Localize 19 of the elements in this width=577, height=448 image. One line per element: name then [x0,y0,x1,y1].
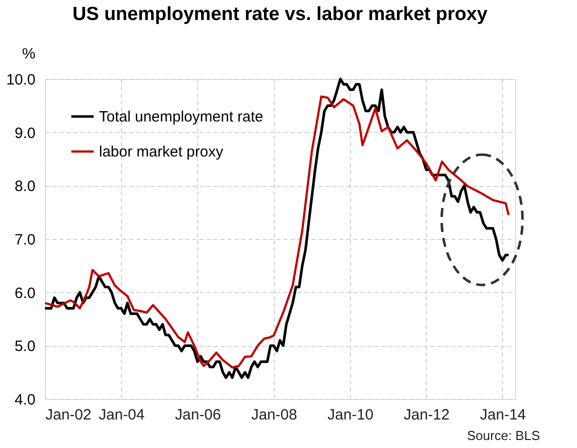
x-tick-label: Jan-12 [404,406,450,424]
x-tick-label: Jan-02 [46,406,92,424]
y-tick-label: 6.0 [14,284,36,302]
x-tick-label: Jan-10 [328,406,374,424]
legend-label: labor market proxy [99,144,224,160]
y-axis-title: % [22,46,36,62]
source-note: Source: BLS [467,428,540,443]
x-tick-label: Jan-08 [251,406,298,424]
y-tick-label: 10.0 [6,72,36,88]
x-tick-label: Jan-14 [480,406,526,424]
y-tick-label: 9.0 [14,124,36,142]
y-tick-label: 8.0 [14,178,36,196]
x-tick-label: Jan-04 [98,406,145,424]
chart-title: US unemployment rate vs. labor market proxy [72,4,488,25]
x-tick-label: Jan-06 [175,406,221,424]
y-tick-label: 7.0 [14,232,36,248]
y-tick-label: 5.0 [14,338,36,356]
legend-label: Total unemployment rate [99,108,264,126]
y-tick-label: 4.0 [14,392,36,408]
